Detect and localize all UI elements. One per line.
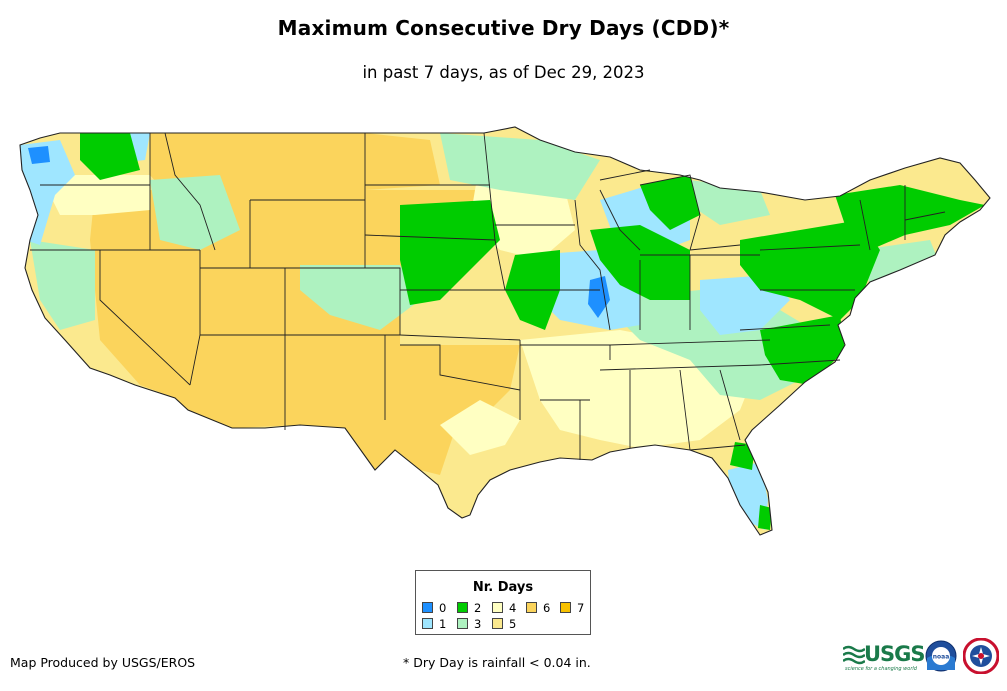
legend-label-0: 0 bbox=[439, 601, 447, 615]
cdd-fill bbox=[20, 127, 990, 535]
legend-label-2: 2 bbox=[474, 601, 482, 615]
state-boundaries bbox=[19, 126, 991, 536]
legend-swatch-5 bbox=[492, 618, 503, 629]
dry-day-note: * Dry Day is rainfall < 0.04 in. bbox=[403, 655, 591, 670]
nws-logo-icon bbox=[963, 638, 999, 674]
legend-swatch-6 bbox=[526, 602, 537, 613]
legend-label-6: 6 bbox=[543, 601, 551, 615]
credit-text: Map Produced by USGS/EROS bbox=[10, 655, 196, 670]
map-subtitle: in past 7 days, as of Dec 29, 2023 bbox=[362, 63, 645, 82]
usgs-wordmark: USGS bbox=[864, 642, 926, 666]
us-cdd-map bbox=[19, 126, 991, 536]
noaa-logo-icon: noaa bbox=[925, 640, 957, 672]
legend-label-4: 4 bbox=[509, 601, 517, 615]
usgs-logo: USGS science for a changing world bbox=[843, 642, 926, 672]
noaa-logo-text: noaa bbox=[933, 654, 950, 661]
legend-label-7: 7 bbox=[577, 601, 585, 615]
legend-label-1: 1 bbox=[439, 617, 447, 631]
legend-swatch-0 bbox=[422, 602, 433, 613]
usgs-tagline: science for a changing world bbox=[845, 666, 917, 672]
legend-swatch-3 bbox=[457, 618, 468, 629]
map-title: Maximum Consecutive Dry Days (CDD)* bbox=[277, 16, 730, 40]
legend-swatch-7 bbox=[560, 602, 571, 613]
legend-label-5: 5 bbox=[509, 617, 517, 631]
legend-swatch-4 bbox=[492, 602, 503, 613]
legend-swatch-1 bbox=[422, 618, 433, 629]
legend-title: Nr. Days bbox=[472, 580, 534, 595]
legend-swatch-2 bbox=[457, 602, 468, 613]
legend-label-3: 3 bbox=[474, 617, 482, 631]
usgs-wave-icon bbox=[843, 645, 865, 665]
